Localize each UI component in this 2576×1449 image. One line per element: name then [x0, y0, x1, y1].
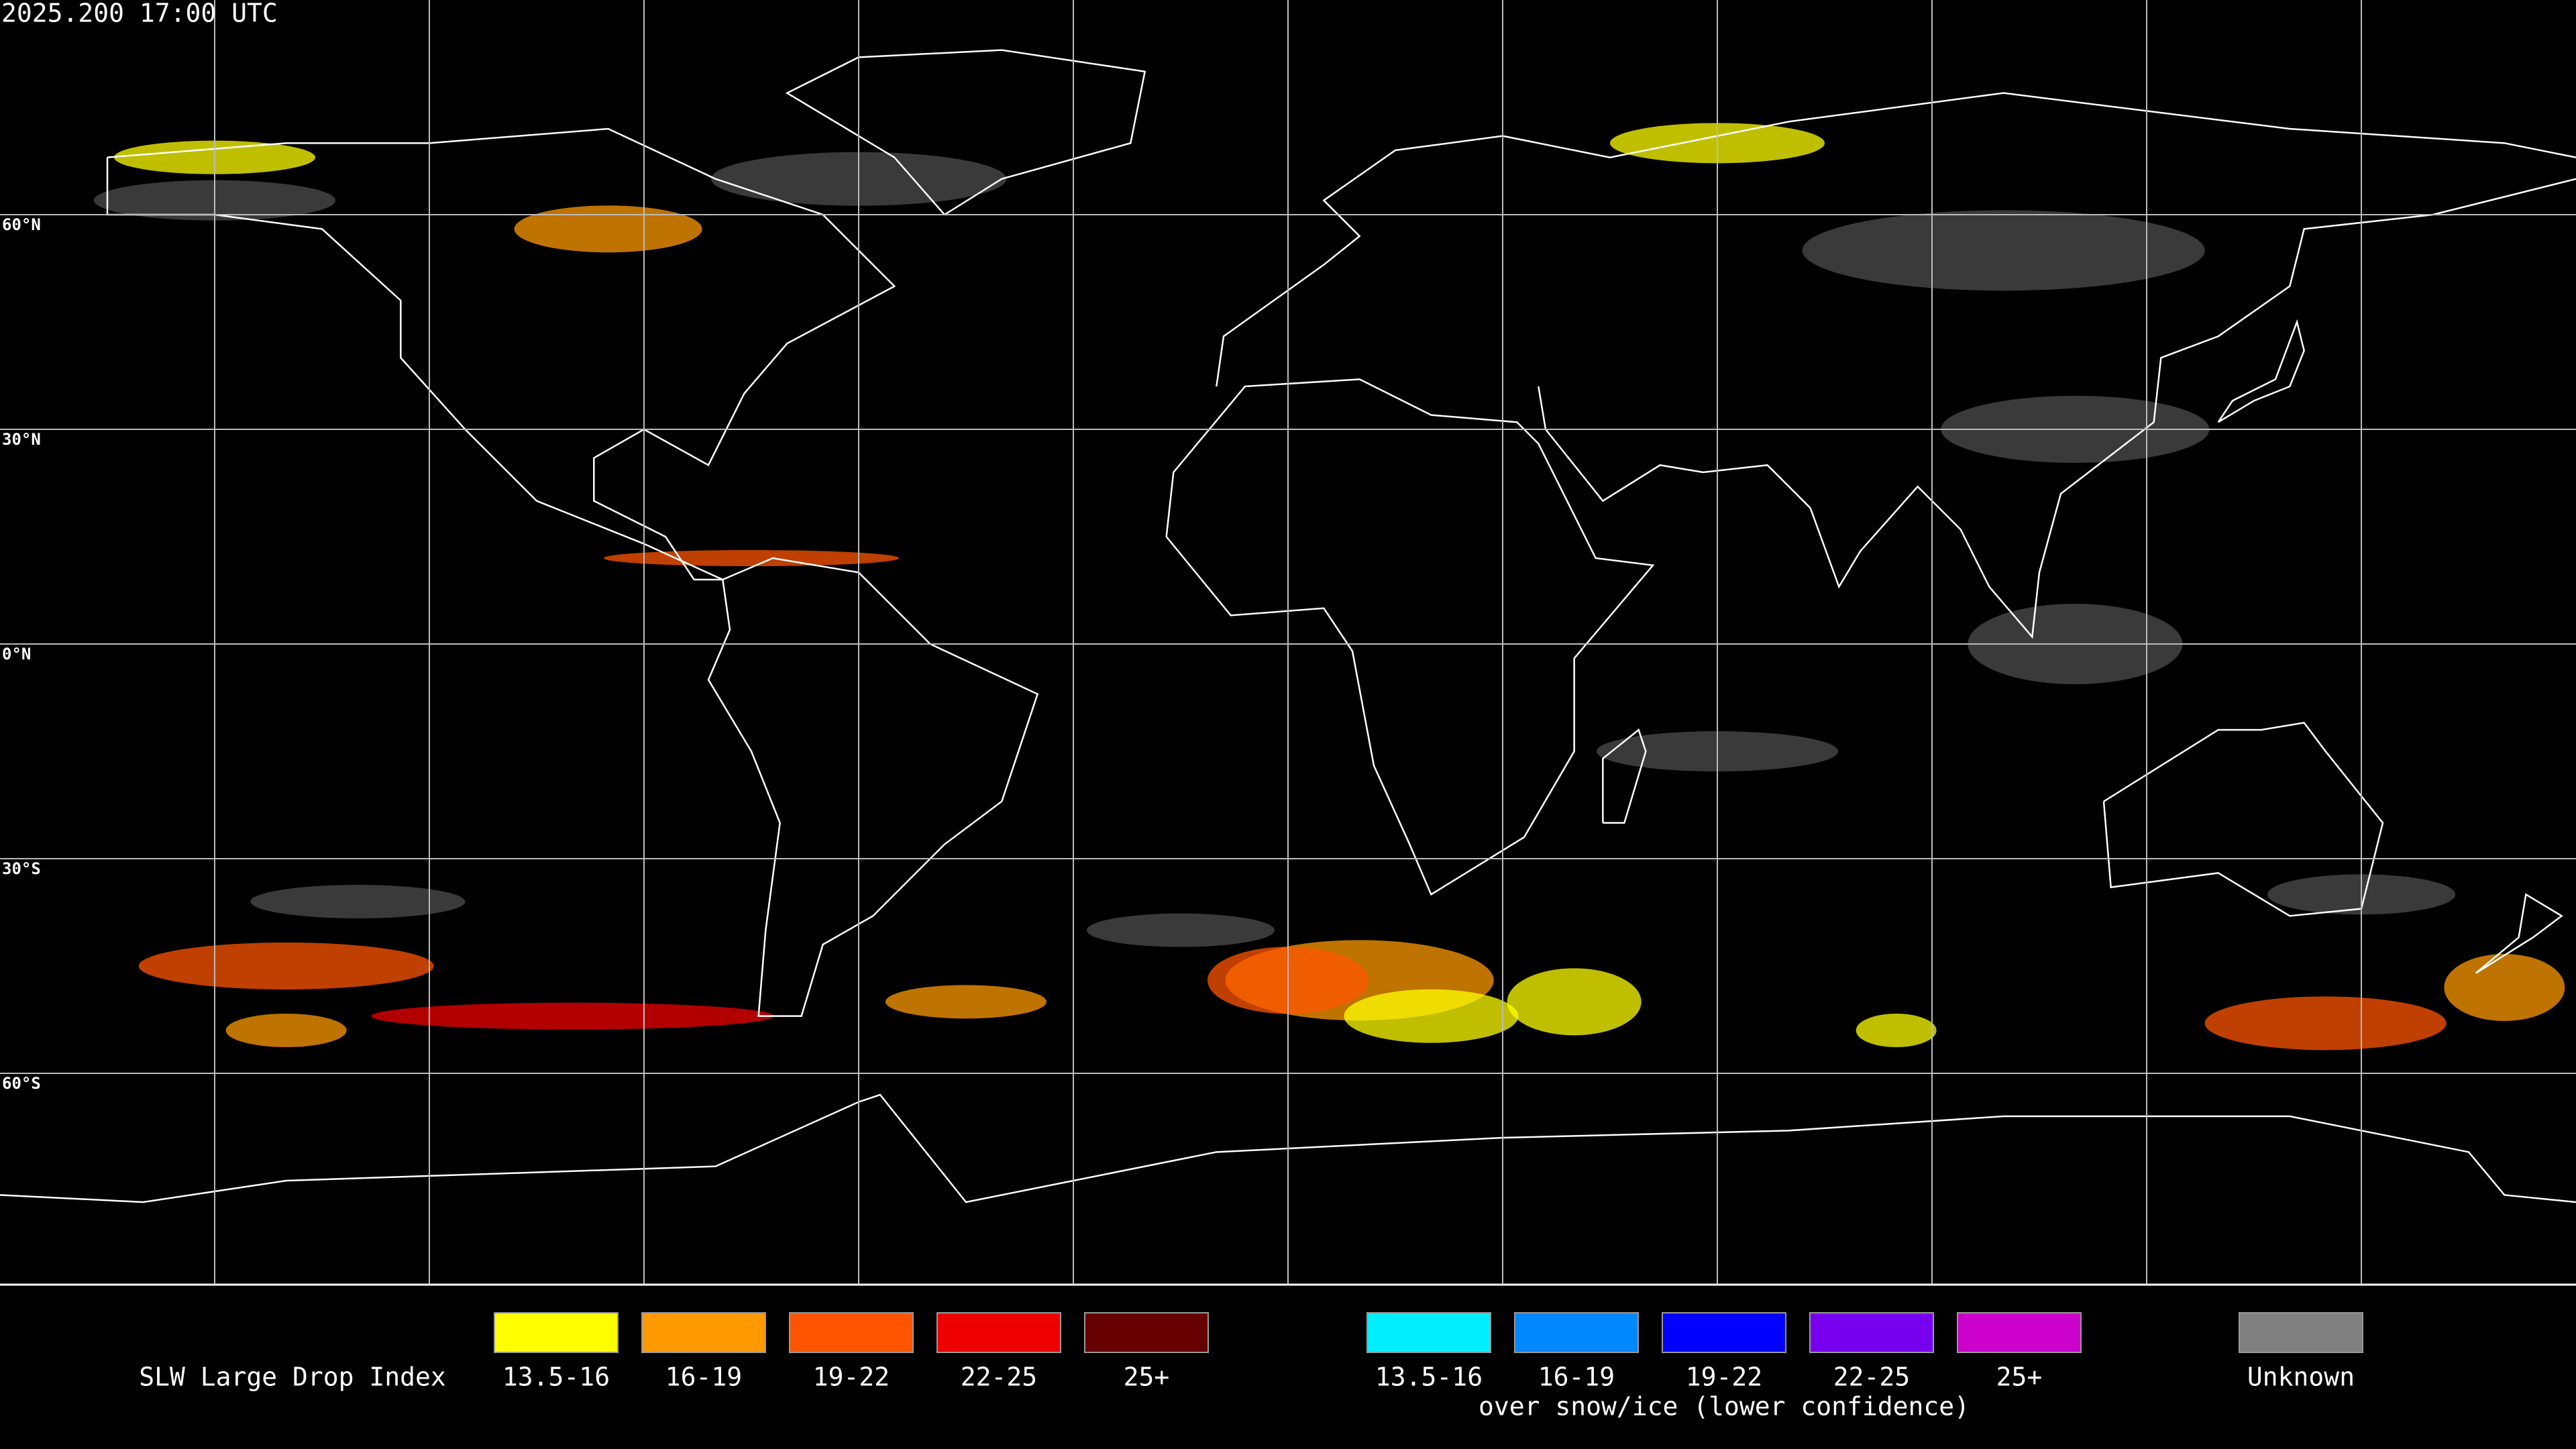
legend-swatch [1957, 1312, 2082, 1353]
latitude-label: 60°S [2, 1074, 41, 1093]
legend-swatch [936, 1312, 1061, 1353]
cloud-patch [138, 943, 434, 989]
cloud-patch [250, 885, 466, 918]
legend-label: 22-25 [1833, 1362, 1910, 1392]
legend-swatch [2239, 1312, 2363, 1353]
coastline [707, 557, 1039, 1017]
coastline [1538, 178, 2576, 639]
legend-label: 16-19 [665, 1362, 742, 1392]
cloud-patch [604, 550, 899, 566]
cloud-patch [1802, 210, 2205, 291]
legend-swatch [641, 1312, 766, 1353]
legend-swatch [1662, 1312, 1786, 1353]
coastlines [0, 49, 2576, 1203]
cloud-patch [514, 205, 702, 253]
coastline [2475, 893, 2563, 974]
coastline [2102, 721, 2384, 917]
legend-label: 25+ [1996, 1362, 2043, 1392]
legend-swatch [1809, 1312, 1934, 1353]
cloud-patch [1087, 913, 1275, 947]
legend-swatch [1366, 1312, 1491, 1353]
latitude-label: 60°N [2, 215, 41, 234]
cloud-patch [225, 1014, 347, 1047]
timestamp: 2025.200 17:00 UTC [1, 0, 278, 28]
latitude-label: 30°S [2, 859, 41, 878]
legend-label: 16-19 [1538, 1362, 1615, 1392]
legend-label: 25+ [1124, 1362, 1170, 1392]
legend-swatch [1514, 1312, 1639, 1353]
cloud-patch [1856, 1014, 1937, 1047]
coastline [106, 127, 896, 581]
legend-title: SLW Large Drop Index [139, 1362, 446, 1392]
legend: 13.5-16 16-19 19-22 22-25 25+ 13.5-16 16-19 19-… [494, 1312, 2363, 1421]
cloud-patch [2204, 996, 2447, 1051]
coastline [1165, 378, 1655, 896]
cloud-patch [2444, 954, 2565, 1021]
cloud-patch [885, 985, 1046, 1019]
legend-caption: over snow/ice (lower confidence) [1479, 1392, 1970, 1421]
legend-label: 13.5-16 [1375, 1362, 1483, 1392]
cloud-patch [1507, 968, 1642, 1036]
coastline [1216, 92, 2576, 387]
legend-label: 22-25 [961, 1362, 1037, 1392]
legend-label: 19-22 [813, 1362, 890, 1392]
graticule [0, 0, 2576, 1285]
legend-swatch [494, 1312, 619, 1353]
latitude-label: 0°N [2, 645, 31, 663]
cloud-patch [1344, 989, 1519, 1043]
legend-label: Unknown [2247, 1362, 2355, 1392]
legend-swatch [1084, 1312, 1209, 1353]
latitude-label: 30°N [2, 430, 41, 449]
legend-label: 13.5-16 [502, 1362, 610, 1392]
coastline [2217, 319, 2305, 423]
legend-label: 19-22 [1686, 1362, 1762, 1392]
cloud-patch [371, 1002, 774, 1030]
coastline [0, 1093, 2576, 1203]
coastline [1602, 728, 1647, 824]
legend-swatch [789, 1312, 914, 1353]
